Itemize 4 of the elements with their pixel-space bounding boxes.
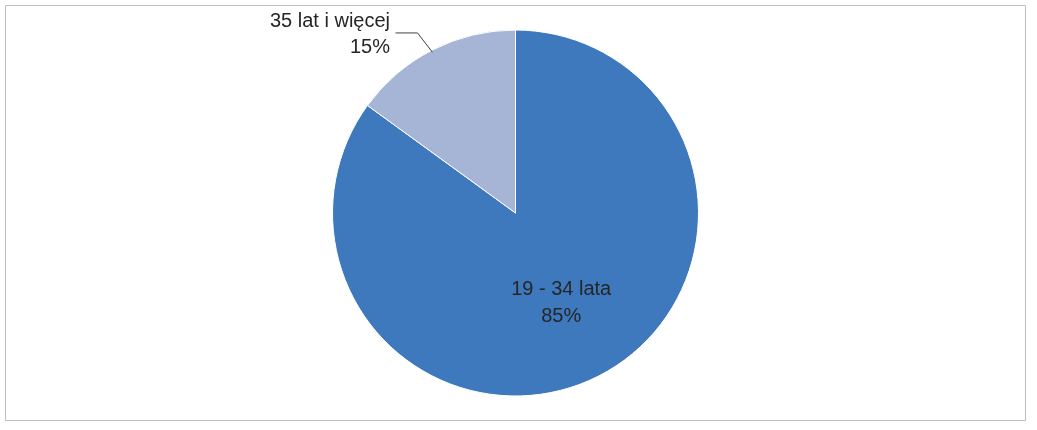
slice-label: 35 lat i więcej	[269, 8, 391, 31]
slice-label: 19 - 34 lata	[511, 277, 613, 300]
data-label: 85%	[541, 303, 582, 326]
data-label: 15%	[349, 35, 391, 58]
